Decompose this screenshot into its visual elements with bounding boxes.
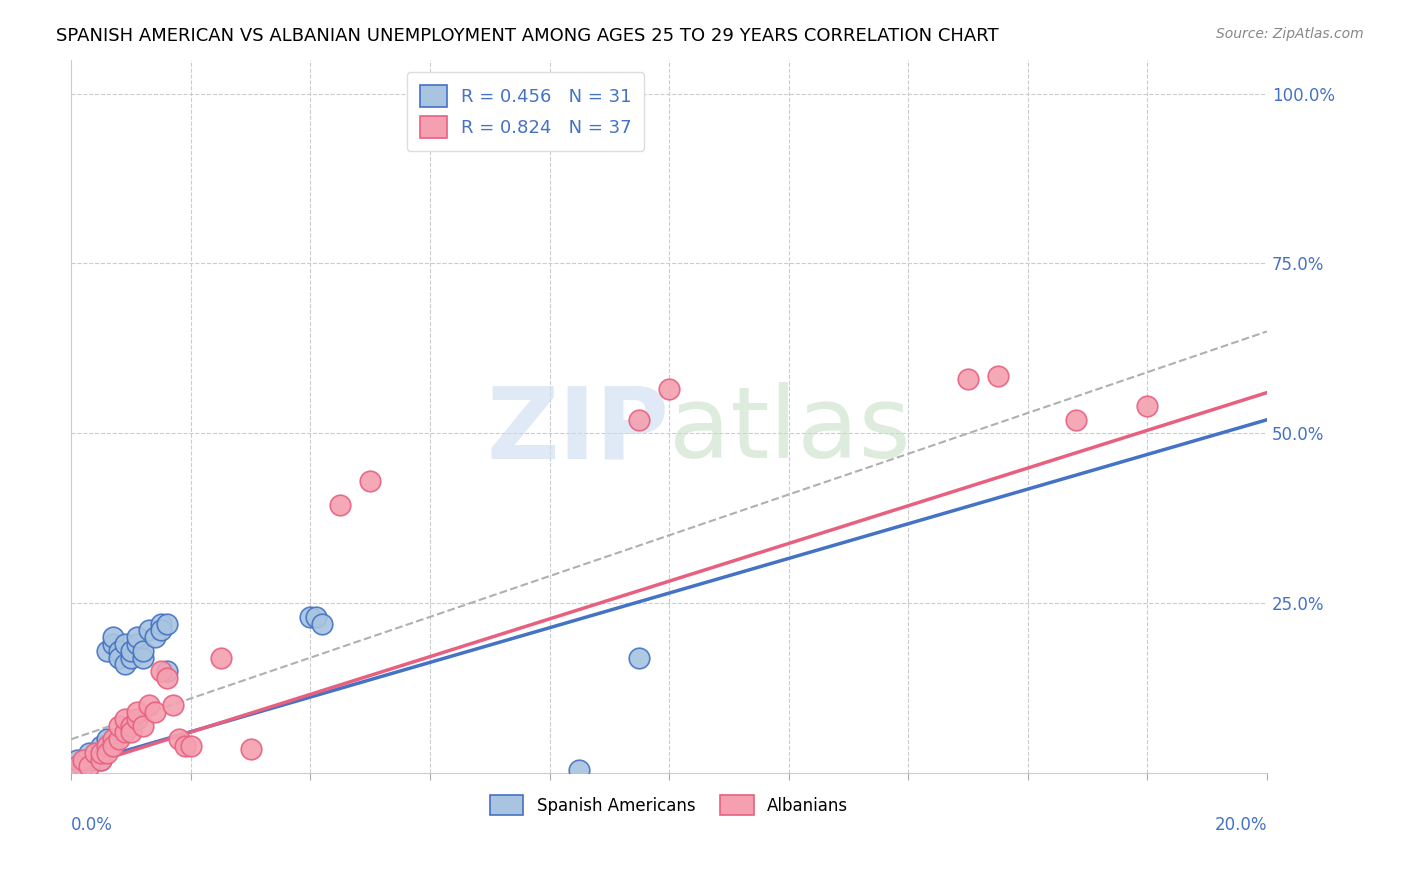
Point: [66, 759, 89, 773]
Point: [96, 739, 118, 753]
Point: [114, 657, 136, 672]
Point: [209, 650, 232, 665]
Point: [987, 368, 1010, 383]
Point: [305, 610, 328, 624]
Point: [96, 644, 118, 658]
Point: [120, 725, 142, 739]
Point: [149, 616, 172, 631]
Point: [132, 644, 155, 658]
Point: [162, 698, 184, 713]
Point: [138, 698, 160, 713]
Point: [138, 624, 160, 638]
Point: [149, 624, 172, 638]
Point: [173, 739, 195, 753]
Point: [101, 732, 124, 747]
Point: [101, 637, 124, 651]
Point: [72, 759, 94, 773]
Text: atlas: atlas: [669, 382, 911, 479]
Point: [658, 382, 681, 396]
Point: [84, 746, 107, 760]
Text: 20.0%: 20.0%: [1215, 816, 1267, 834]
Point: [239, 742, 262, 756]
Point: [1064, 413, 1087, 427]
Point: [114, 637, 136, 651]
Point: [66, 753, 89, 767]
Point: [101, 739, 124, 753]
Point: [628, 650, 651, 665]
Point: [132, 650, 155, 665]
Point: [125, 630, 148, 644]
Point: [90, 753, 112, 767]
Point: [1136, 399, 1159, 413]
Point: [125, 712, 148, 726]
Point: [90, 753, 112, 767]
Point: [84, 753, 107, 767]
Point: [90, 746, 112, 760]
Point: [149, 665, 172, 679]
Legend: Spanish Americans, Albanians: Spanish Americans, Albanians: [484, 789, 855, 822]
Point: [143, 630, 166, 644]
Point: [311, 616, 333, 631]
Point: [156, 665, 179, 679]
Point: [180, 739, 202, 753]
Text: ZIP: ZIP: [486, 382, 669, 479]
Point: [90, 739, 112, 753]
Point: [143, 705, 166, 719]
Point: [120, 644, 142, 658]
Point: [96, 746, 118, 760]
Point: [120, 650, 142, 665]
Point: [108, 644, 131, 658]
Point: [120, 718, 142, 732]
Text: 0.0%: 0.0%: [72, 816, 112, 834]
Point: [96, 732, 118, 747]
Point: [156, 616, 179, 631]
Text: SPANISH AMERICAN VS ALBANIAN UNEMPLOYMENT AMONG AGES 25 TO 29 YEARS CORRELATION : SPANISH AMERICAN VS ALBANIAN UNEMPLOYMEN…: [56, 27, 998, 45]
Point: [114, 712, 136, 726]
Point: [359, 474, 381, 488]
Point: [132, 718, 155, 732]
Point: [77, 759, 100, 773]
Point: [77, 746, 100, 760]
Point: [568, 763, 591, 777]
Point: [108, 718, 131, 732]
Point: [125, 705, 148, 719]
Point: [108, 650, 131, 665]
Point: [299, 610, 322, 624]
Point: [628, 413, 651, 427]
Point: [156, 671, 179, 685]
Point: [125, 637, 148, 651]
Point: [72, 753, 94, 767]
Point: [114, 725, 136, 739]
Point: [329, 498, 352, 512]
Point: [956, 372, 979, 386]
Point: [101, 630, 124, 644]
Point: [108, 732, 131, 747]
Text: Source: ZipAtlas.com: Source: ZipAtlas.com: [1216, 27, 1364, 41]
Point: [167, 732, 190, 747]
